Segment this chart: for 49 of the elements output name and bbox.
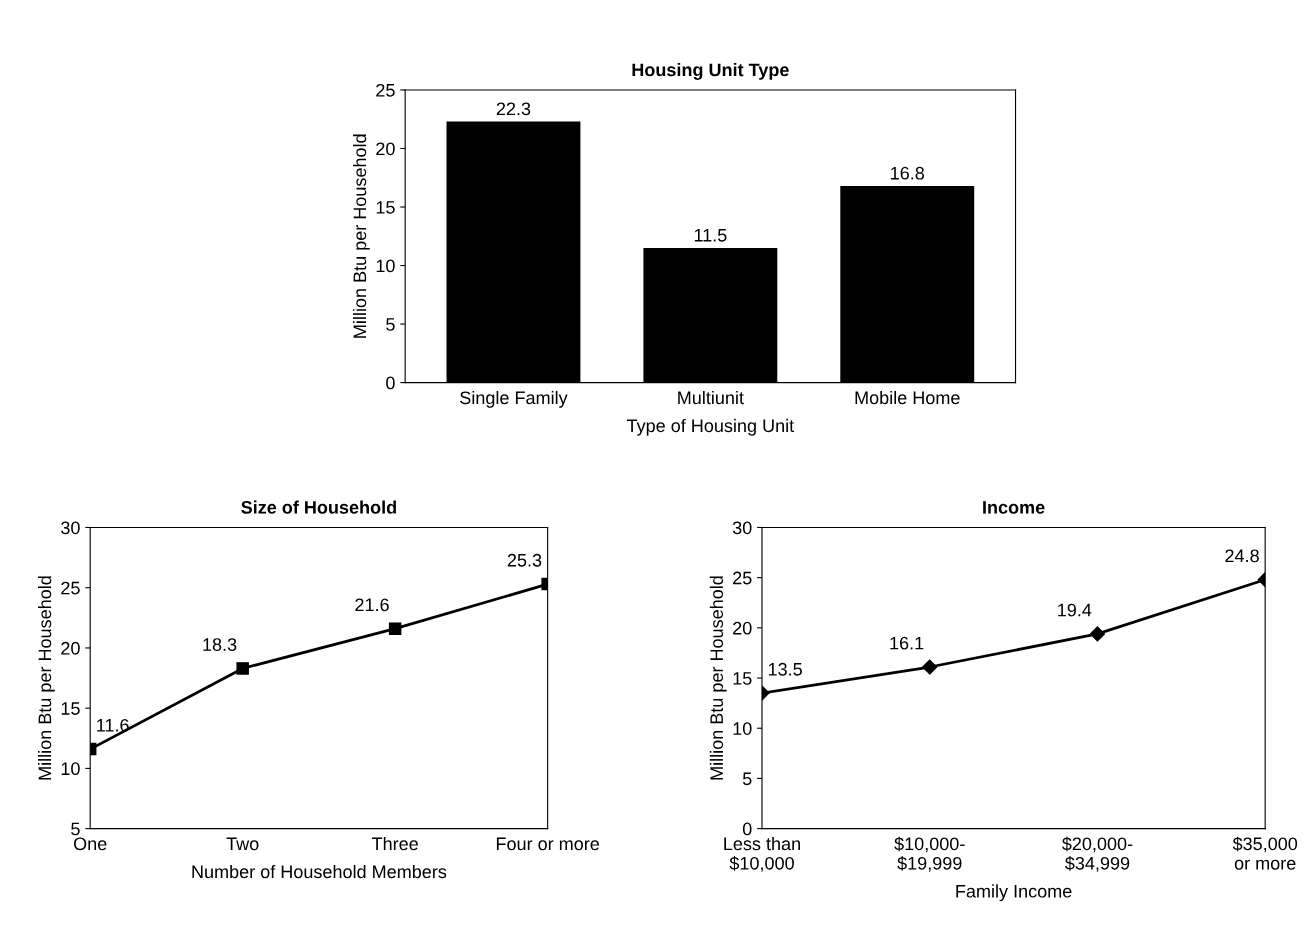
y-axis-title: Million Btu per Household bbox=[352, 134, 370, 338]
data-label: 22.3 bbox=[496, 102, 531, 116]
y-tick-label: 10 bbox=[376, 259, 395, 273]
data-label: 25.3 bbox=[507, 553, 542, 567]
x-tick-label: $35,000 or more bbox=[1232, 836, 1298, 870]
y-tick-label: 15 bbox=[61, 702, 80, 715]
y-tick-label: 0 bbox=[742, 822, 752, 836]
data-label: 24.8 bbox=[1225, 549, 1259, 563]
x-axis-title: Family Income bbox=[956, 884, 1072, 902]
chart-title: Income bbox=[983, 501, 1045, 514]
y-tick-label: 20 bbox=[733, 621, 752, 635]
x-tick-label: Mobile Home bbox=[855, 390, 960, 405]
y-tick-label: 5 bbox=[386, 318, 395, 331]
x-tick-label: $10,000- $19,999 bbox=[894, 836, 965, 872]
x-tick-label: One bbox=[73, 837, 107, 851]
y-tick-label: 10 bbox=[733, 722, 752, 735]
chart-title: Housing Unit Type bbox=[632, 62, 789, 80]
x-tick-label: Less than $10,000 bbox=[724, 836, 800, 872]
x-tick-label: Two bbox=[226, 837, 259, 851]
y-tick-label: 5 bbox=[71, 822, 80, 836]
x-axis-title: Type of Housing Unit bbox=[626, 418, 795, 436]
y-tick-label: 20 bbox=[376, 142, 395, 156]
y-tick-label: 10 bbox=[61, 762, 80, 776]
data-label: 21.6 bbox=[355, 598, 389, 612]
x-tick-label: Multiunit bbox=[678, 390, 744, 405]
y-axis-title: Million Btu per Household bbox=[37, 576, 55, 780]
x-axis-title: Number of Household Members bbox=[192, 864, 447, 879]
data-label: 13.5 bbox=[768, 662, 802, 676]
x-tick-label: Four or more bbox=[496, 837, 600, 851]
y-tick-label: 30 bbox=[61, 521, 80, 535]
y-tick-label: 0 bbox=[386, 376, 395, 390]
y-tick-label: 5 bbox=[742, 772, 752, 786]
data-label: 16.1 bbox=[890, 636, 924, 650]
y-tick-label: 30 bbox=[732, 521, 752, 535]
y-tick-label: 15 bbox=[733, 672, 752, 685]
y-tick-label: 15 bbox=[376, 201, 395, 214]
y-tick-label: 25 bbox=[733, 571, 752, 585]
y-tick-label: 25 bbox=[61, 581, 80, 595]
y-tick-label: 20 bbox=[61, 641, 80, 655]
x-tick-label: $20,000- $34,999 bbox=[1062, 836, 1133, 872]
data-label: 16.8 bbox=[891, 166, 925, 180]
x-tick-label: Three bbox=[371, 836, 418, 851]
x-tick-label: Single Family bbox=[460, 390, 568, 408]
y-axis-title: Million Btu per Household bbox=[709, 576, 727, 780]
data-label: 18.3 bbox=[203, 638, 237, 651]
data-label: 11.5 bbox=[694, 229, 727, 242]
y-tick-label: 25 bbox=[376, 83, 395, 97]
chart-title: Size of Household bbox=[241, 500, 396, 514]
data-label: 19.4 bbox=[1058, 603, 1092, 617]
